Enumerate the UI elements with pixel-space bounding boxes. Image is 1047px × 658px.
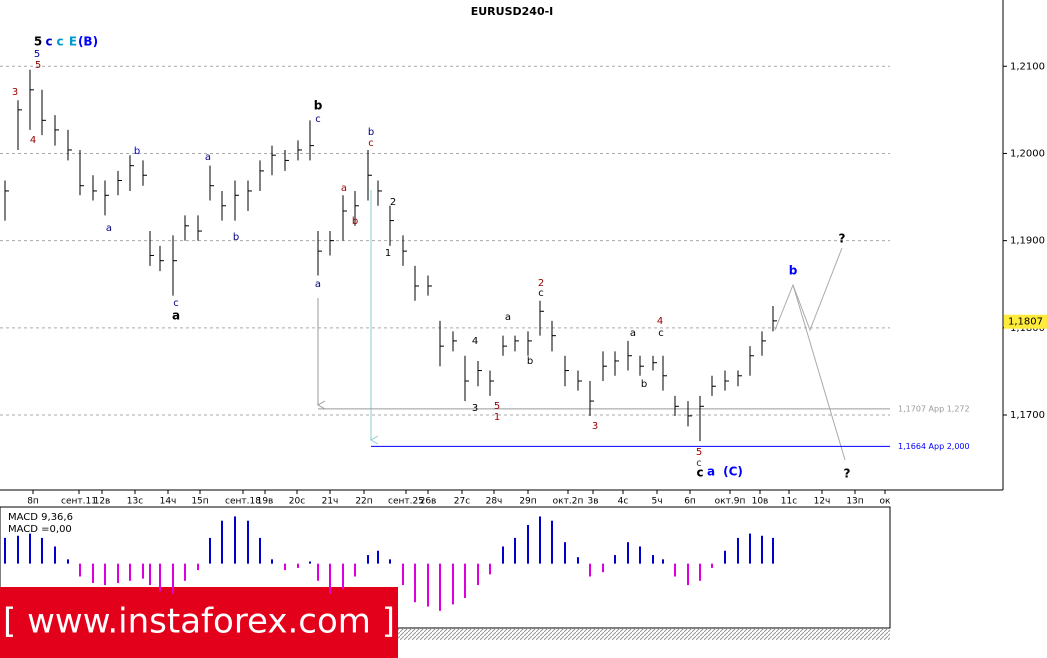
- wave-label: c: [45, 35, 52, 49]
- wave-label: 5: [34, 35, 42, 49]
- wave-label: b: [134, 146, 140, 157]
- y-tick-label: 1,1900: [1010, 236, 1045, 247]
- wave-label: E: [69, 35, 77, 49]
- wave-label: ?: [844, 467, 851, 481]
- wave-label: c: [696, 458, 702, 469]
- y-tick-label: 1,2100: [1010, 61, 1045, 72]
- x-tick-label: окт.9п: [715, 497, 746, 507]
- wave-label: 5: [34, 49, 40, 60]
- wave-label: b: [233, 232, 239, 243]
- wave-label: (C): [723, 465, 743, 479]
- hatch-strip: [398, 628, 890, 640]
- wave-label: (B): [78, 35, 98, 49]
- wave-label: a: [341, 183, 347, 194]
- wave-label: 4: [30, 135, 36, 146]
- x-tick-label: 12в: [94, 497, 111, 507]
- watermark-box: [0, 587, 398, 658]
- x-tick-label: сент.25: [388, 497, 424, 507]
- x-tick-label: ок: [880, 497, 892, 507]
- wave-label: 3: [12, 87, 18, 98]
- x-tick-label: 11с: [781, 497, 797, 507]
- current-price-box: [1004, 314, 1047, 329]
- chart-title: EURUSD240-I: [471, 5, 554, 18]
- x-tick-label: 26в: [420, 497, 437, 507]
- y-tick-label: 1,2000: [1010, 148, 1045, 159]
- wave-label: 2: [390, 197, 396, 208]
- x-tick-label: 4с: [618, 497, 629, 507]
- wave-label: b: [527, 356, 533, 367]
- x-tick-label: 21ч: [322, 497, 339, 507]
- x-tick-label: 12ч: [814, 497, 831, 507]
- x-tick-label: 27с: [454, 497, 470, 507]
- macd-name: MACD 9,36,6: [8, 512, 73, 523]
- x-tick-label: 28ч: [486, 497, 503, 507]
- wave-label: 5: [35, 60, 41, 71]
- x-tick-label: 3в: [587, 497, 598, 507]
- wave-label: c: [696, 466, 703, 480]
- wave-label: 2: [538, 278, 544, 289]
- x-tick-label: окт.2п: [553, 497, 584, 507]
- x-tick-label: 6п: [684, 497, 696, 507]
- wave-label: a: [707, 465, 715, 479]
- wave-label: 1: [494, 412, 500, 423]
- wave-label: 3: [592, 421, 598, 432]
- level-label: 1,1664 App 2,000: [898, 442, 970, 451]
- wave-label: c: [56, 35, 63, 49]
- wave-label: b: [368, 127, 374, 138]
- x-tick-label: 13с: [127, 497, 143, 507]
- wave-label: a: [630, 328, 636, 339]
- macd-reading: MACD =0,00: [8, 524, 72, 535]
- level-label: 1,1707 App 1,272: [898, 404, 970, 413]
- wave-label: a: [205, 152, 211, 163]
- y-tick-label: 1,1700: [1010, 410, 1045, 421]
- wave-label: c: [368, 138, 374, 149]
- wave-label: 3: [472, 403, 478, 414]
- x-tick-label: 20с: [289, 497, 305, 507]
- wave-label: c: [173, 298, 179, 309]
- wave-label: a: [172, 309, 180, 323]
- wave-label: a: [106, 223, 112, 234]
- x-tick-label: сент.11: [61, 497, 97, 507]
- wave-label: a: [505, 312, 511, 323]
- x-tick-label: 13п: [846, 497, 863, 507]
- forecast-path: [792, 284, 846, 461]
- current-price-label: 1,1807: [1008, 317, 1043, 328]
- wave-label: c: [658, 328, 664, 339]
- x-tick-label: 8п: [27, 497, 39, 507]
- x-tick-label: 15п: [191, 497, 208, 507]
- wave-label: 5: [696, 447, 702, 458]
- wave-label: a: [315, 279, 321, 290]
- watermark: [ www.instaforex.com ]: [3, 602, 395, 642]
- wave-label: b: [352, 216, 358, 227]
- wave-label: 4: [657, 316, 663, 327]
- x-tick-label: 14ч: [160, 497, 177, 507]
- wave-label: c: [538, 288, 544, 299]
- x-tick-label: 5ч: [651, 497, 662, 507]
- wave-label: 5: [494, 401, 500, 412]
- x-tick-label: 22п: [355, 497, 372, 507]
- x-tick-label: 19в: [257, 497, 274, 507]
- wave-label: b: [314, 99, 323, 113]
- x-tick-label: 29п: [519, 497, 536, 507]
- x-tick-label: 10в: [752, 497, 769, 507]
- x-tick-label: сент.18: [225, 497, 261, 507]
- wave-label: b: [789, 264, 798, 278]
- wave-label: c: [315, 114, 321, 125]
- wave-label: ?: [839, 232, 846, 246]
- wave-label: 1: [385, 248, 391, 259]
- wave-label: b: [641, 379, 647, 390]
- forecast-path: [774, 247, 843, 332]
- wave-label: 4: [472, 336, 478, 347]
